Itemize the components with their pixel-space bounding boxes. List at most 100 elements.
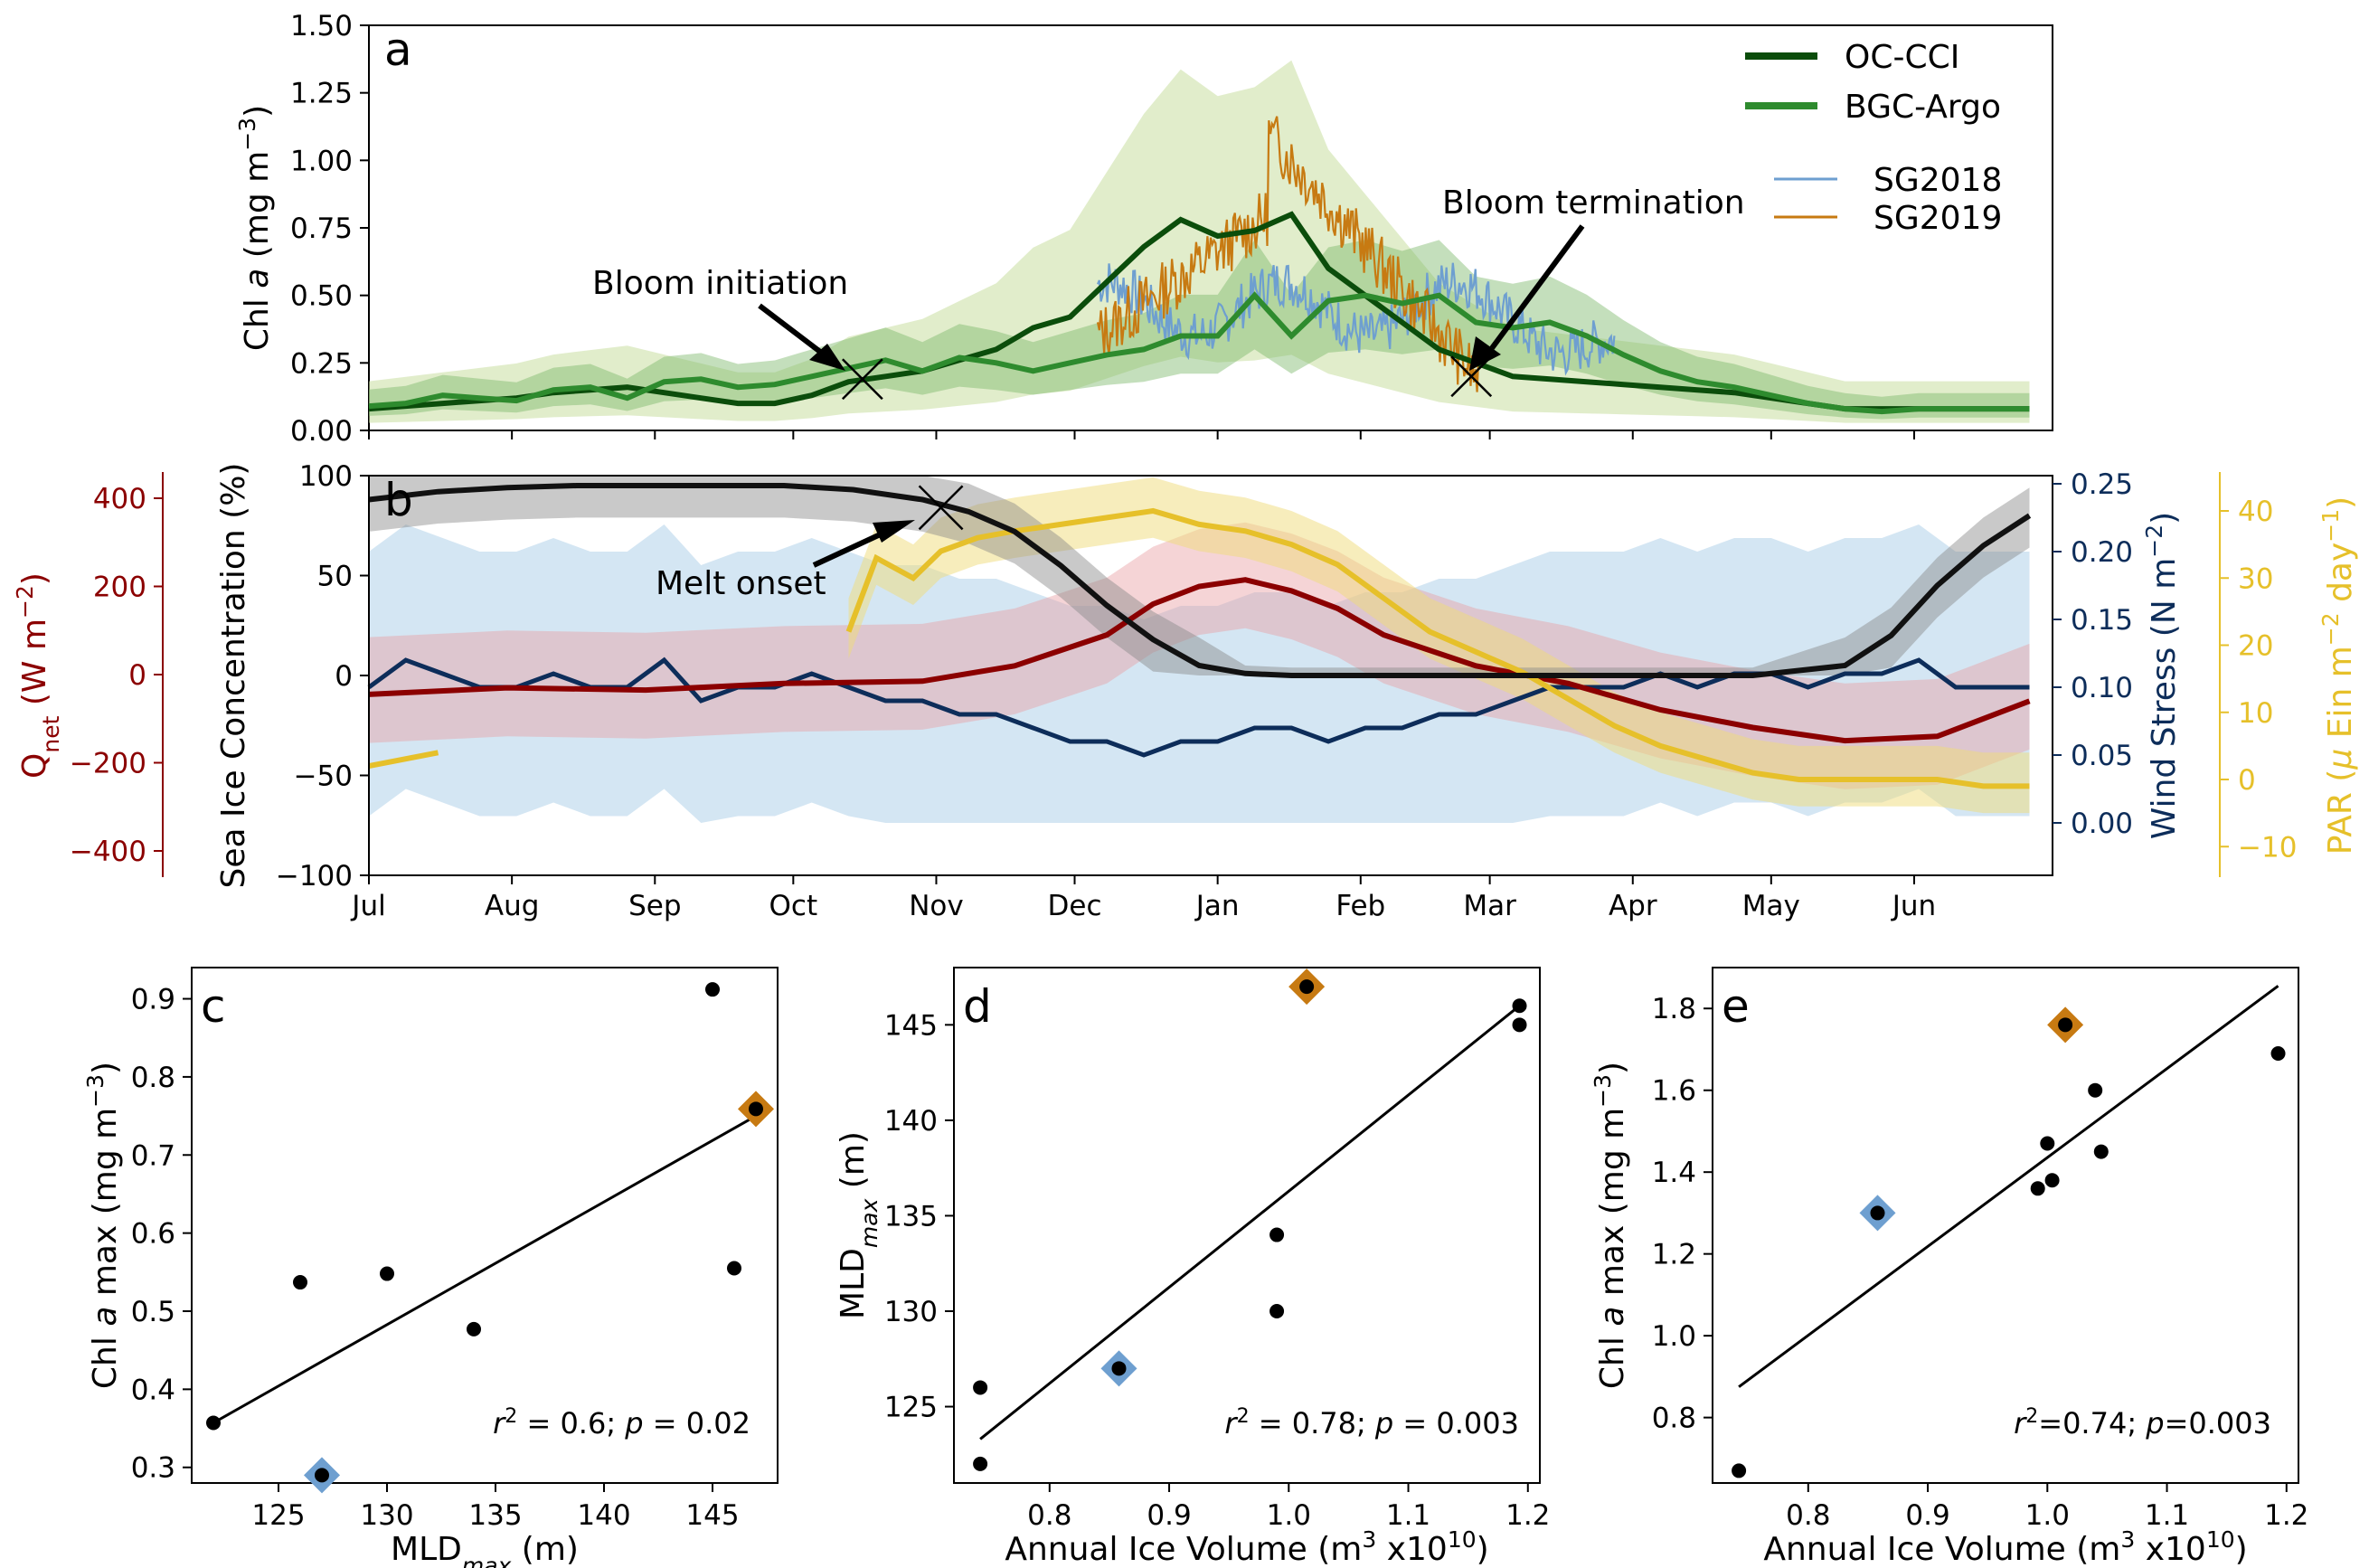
wind-ytick-label: 0.10 [2071,672,2133,704]
qnet-ytick-label: −200 [70,748,146,780]
melt-onset-annotation: Melt onset [656,565,826,602]
par-line [845,507,2030,789]
month-tick-label: Jul [350,890,385,922]
ytick-label: 145 [884,1009,938,1042]
panel-c-label: c [201,980,226,1033]
panel-d-frame [953,967,1541,1484]
xtick-label: 1.1 [2145,1499,2189,1532]
ytick-label: 130 [884,1296,938,1328]
data-point [206,1415,221,1431]
ytick-label: 0.4 [131,1374,175,1406]
panel-b-ice-ylabel: Sea Ice Concentration (%) [215,463,252,889]
ice-ytick-label: 100 [299,460,353,493]
xtick-label: 140 [577,1499,630,1532]
panel-d: 0.8 0.9 1.0 1.1 1.2 125 130 135 140 145 d r2 = 0.… [835,967,1550,1568]
panel-a: 0.00 0.25 0.50 0.75 1.00 1.25 1.50 a Chl a (mg… [234,10,2053,448]
panel-b-label: b [384,474,413,526]
data-point [705,982,720,997]
data-point [2040,1136,2055,1151]
par-ytick-label: 40 [2238,496,2273,528]
ytick-label: 0.8 [131,1062,175,1094]
par-ytick-label: 0 [2238,764,2256,797]
panel-e-ylabel: Chl a max (mg m−3) [1590,1062,1632,1389]
a-ytick-label: 0.75 [290,213,353,245]
panel-e-stats: r2=0.74; p=0.003 [2014,1405,2271,1441]
a-ytick-label: 0.00 [290,415,353,448]
data-point [973,1456,988,1471]
panel-d-ylabel: MLDmax (m) [835,1131,882,1319]
data-point [1732,1463,1747,1478]
legend-label-bgc-argo: BGC-Argo [1845,89,2001,126]
ytick-label: 125 [884,1392,938,1424]
bloom-initiation-arrowhead [809,344,845,371]
data-point [727,1261,741,1276]
xtick-label: 1.0 [1267,1499,1311,1532]
panel-c-ylabel: Chl a max (mg m−3) [82,1062,125,1389]
par-ytick-label: 20 [2238,630,2273,663]
ytick-label: 140 [884,1105,938,1138]
panel-e-xlabel: Annual Ice Volume (m3 x1010) [1763,1526,2247,1568]
fit-line [1738,985,2279,1388]
bloom-termination-arrow [1489,224,1585,350]
ytick-label: 1.4 [1652,1157,1696,1189]
month-tick-label: Mar [1463,890,1516,922]
bloom-x-marker [841,358,883,401]
ytick-label: 0.5 [131,1296,175,1328]
panel-e-label: e [1722,980,1750,1033]
panel-a-ylabel: Chl a (mg m−3) [234,105,277,351]
wind-ytick-label: 0.15 [2071,604,2133,637]
panel-e-plot: 0.8 0.9 1.0 1.1 1.2 0.8 1.0 1.2 1.4 1.6 1.8 [1652,985,2308,1532]
ice-ytick-label: 50 [317,561,353,593]
par-ytick-label: 30 [2238,562,2273,595]
par-ytick-label: 10 [2238,697,2273,730]
panel-b-ticks: −100−50050100−400−20002004000.000.050.10… [70,460,2298,922]
data-point [2030,1181,2045,1196]
ytick-label: 1.0 [1652,1320,1696,1353]
bgc-argo-line [368,291,2030,415]
data-point [2270,1046,2286,1061]
par-ytick-label: −10 [2238,831,2297,864]
panel-d-plot: 0.8 0.9 1.0 1.1 1.2 125 130 135 140 145 [884,968,1550,1532]
ytick-label: 1.8 [1652,993,1696,1025]
data-point [293,1275,307,1290]
data-point [749,1101,763,1117]
panel-b-qnet-ylabel: Qnet (W m−2) [12,572,64,779]
par-line-winter [368,750,439,770]
data-point [2058,1017,2073,1033]
melt-onset-arrowhead [873,520,915,543]
ytick-label: 0.8 [1652,1403,1696,1435]
xtick-label: 0.9 [1147,1499,1191,1532]
xtick-label: 1.2 [1505,1499,1550,1532]
panel-a-uncertainty-bands [369,60,2030,423]
month-tick-label: Sep [628,890,681,922]
bloom-termination-arrowhead [1469,336,1501,371]
xtick-label: 0.8 [1027,1499,1071,1532]
fit-line [212,1114,757,1424]
data-point [2088,1082,2103,1098]
xtick-label: 1.1 [1386,1499,1430,1532]
ice-ytick-label: 0 [335,660,353,693]
month-tick-label: Jun [1891,890,1936,922]
ytick-label: 135 [884,1200,938,1233]
bloom-initiation-arrow [758,303,829,360]
a-ytick-label: 0.25 [290,347,353,380]
panel-c-xlabel: MLDmax (m) [391,1531,579,1568]
ice-ytick-label: −100 [276,860,353,893]
qnet-ytick-label: −400 [70,836,146,868]
xtick-label: 125 [251,1499,305,1532]
panel-a-bloom-markers [841,355,1493,401]
panel-a-lines [368,211,2030,415]
month-tick-label: Aug [485,890,540,922]
wind-ytick-label: 0.00 [2071,808,2133,840]
xtick-label: 0.8 [1786,1499,1830,1532]
oc-cci-band [369,60,2030,423]
a-ytick-label: 1.00 [290,145,353,177]
panel-e: 0.8 0.9 1.0 1.1 1.2 0.8 1.0 1.2 1.4 1.6 1.8 e r2=0… [1590,967,2308,1568]
par-band [848,477,2030,814]
bgc-argo-band [369,240,2030,420]
data-point [2044,1173,2060,1188]
panel-a-legend: OC-CCI BGC-Argo SG2018 SG2019 [1745,39,2002,237]
xtick-label: 130 [360,1499,413,1532]
data-point [1870,1205,1885,1221]
